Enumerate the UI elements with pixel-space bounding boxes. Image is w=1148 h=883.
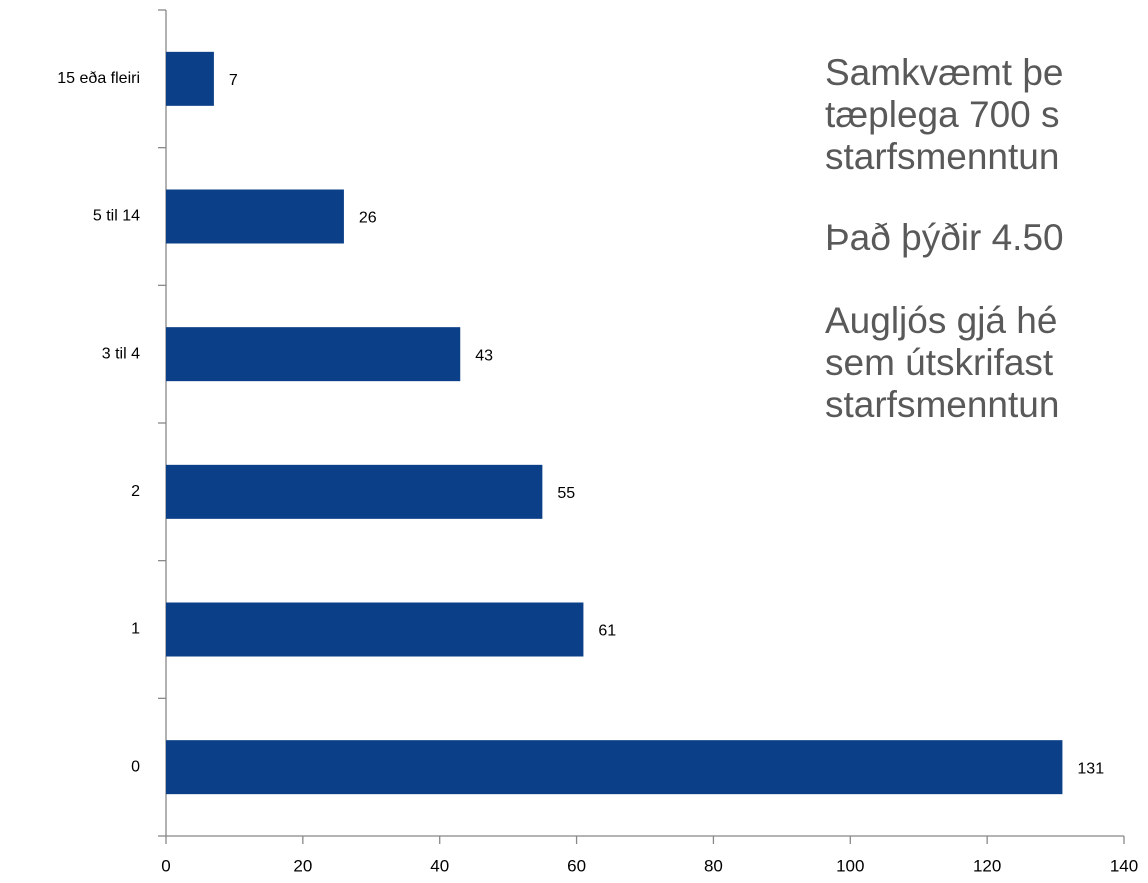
annotation-line: starfsmenntun: [825, 136, 1059, 177]
data-label: 7: [229, 72, 238, 89]
bar: [166, 464, 543, 519]
y-tick-label: 1: [131, 621, 140, 638]
bar: [166, 740, 1063, 795]
x-tick-label: 120: [973, 856, 1001, 875]
data-label: 131: [1077, 760, 1104, 777]
bar: [166, 189, 344, 244]
y-tick-label: 3 til 4: [102, 345, 140, 362]
annotation-line: sem útskrifast: [825, 342, 1054, 383]
data-label: 55: [557, 485, 575, 502]
annotation-line: Það þýðir 4.50: [825, 217, 1064, 258]
y-tick-label: 5 til 14: [93, 208, 140, 225]
annotation-line: starfsmenntun: [825, 384, 1059, 425]
data-label: 43: [475, 347, 493, 364]
data-label: 61: [598, 623, 616, 640]
y-tick-label: 0: [131, 758, 140, 775]
bar: [166, 602, 584, 657]
x-tick-label: 40: [430, 856, 449, 875]
bar: [166, 327, 461, 382]
x-tick-label: 100: [836, 856, 864, 875]
y-tick-label: 2: [131, 483, 140, 500]
data-label: 26: [359, 210, 377, 227]
bar: [166, 51, 214, 106]
annotation-line: Augljós gjá hé: [825, 300, 1057, 341]
x-tick-label: 60: [567, 856, 586, 875]
annotation-line: tæplega 700 s: [825, 94, 1060, 135]
x-tick-label: 80: [704, 856, 723, 875]
annotation-line: Samkvæmt þe: [825, 52, 1064, 93]
x-tick-label: 20: [293, 856, 312, 875]
x-tick-label: 0: [161, 856, 170, 875]
x-tick-label: 140: [1110, 856, 1138, 875]
y-tick-label: 15 eða fleiri: [57, 70, 140, 87]
